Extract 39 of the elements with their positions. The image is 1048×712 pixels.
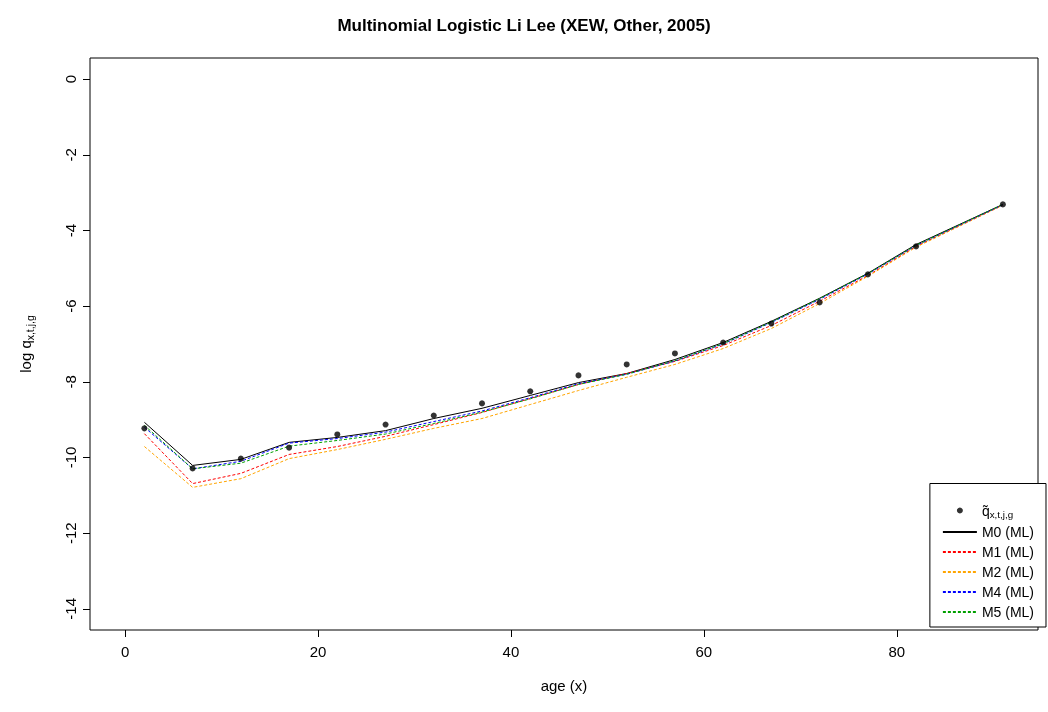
point xyxy=(189,465,196,472)
point xyxy=(720,339,727,346)
y-tick-label: -2 xyxy=(62,148,79,162)
point xyxy=(334,431,341,438)
point xyxy=(913,243,920,250)
x-tick-label: 0 xyxy=(120,643,130,660)
chart-title: Multinomial Logistic Li Lee (XEW, Other, 2005) xyxy=(337,16,711,35)
point xyxy=(141,425,148,432)
x-axis-title: age (x) xyxy=(540,677,588,694)
y-tick-label: -8 xyxy=(62,375,79,389)
x-tick-label: 80 xyxy=(888,643,906,660)
x-tick-label: 40 xyxy=(502,643,520,660)
legend-label: M5 (ML) xyxy=(981,604,1035,620)
point xyxy=(575,372,582,379)
y-tick-label: -14 xyxy=(62,597,79,620)
legend-label: M4 (ML) xyxy=(981,584,1035,600)
point xyxy=(479,400,486,407)
point xyxy=(286,444,293,451)
y-tick-label: -6 xyxy=(62,299,79,313)
x-tick-label: 60 xyxy=(695,643,713,660)
x-tick-label: 20 xyxy=(309,643,327,660)
point xyxy=(864,271,871,278)
y-tick-label: -12 xyxy=(62,522,79,544)
y-tick-label: -4 xyxy=(62,223,79,238)
legend-label: M1 (ML) xyxy=(981,544,1035,560)
legend-label: M0 (ML) xyxy=(981,524,1035,540)
y-axis-title: log qx,t,j,g xyxy=(17,315,36,373)
point xyxy=(623,361,630,368)
point xyxy=(382,421,389,428)
point xyxy=(430,412,437,419)
point xyxy=(237,455,244,462)
y-tick-label: 0 xyxy=(62,75,79,84)
point xyxy=(999,201,1006,208)
legend-label: M2 (ML) xyxy=(981,564,1035,580)
point xyxy=(768,320,775,327)
point xyxy=(527,388,534,395)
y-tick-label: -10 xyxy=(62,446,79,469)
point xyxy=(816,299,823,306)
point xyxy=(671,350,678,357)
